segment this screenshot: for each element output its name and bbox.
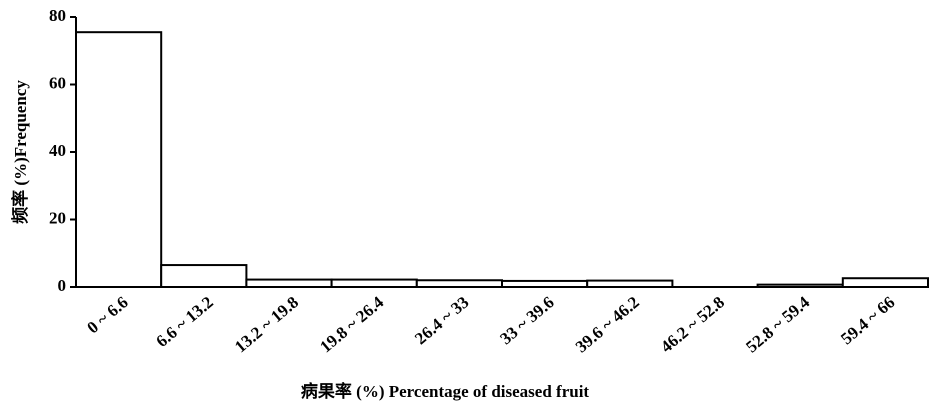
bar <box>245 278 333 289</box>
x-tick-label: 39.6 ~ 46.2 <box>572 293 643 357</box>
x-tick-label: 0 ~ 6.6 <box>83 293 131 338</box>
x-tick-label: 52.8 ~ 59.4 <box>742 292 813 356</box>
bar <box>756 283 844 289</box>
bar <box>160 264 248 288</box>
y-tick-label: 20 <box>49 208 66 227</box>
bar <box>841 277 929 289</box>
y-tick-label: 0 <box>58 276 67 295</box>
x-tick-label: 46.2 ~ 52.8 <box>657 293 728 357</box>
x-tick-label: 13.2 ~ 19.8 <box>231 293 302 357</box>
y-axis-label: 频率 (%)Frequency <box>10 80 30 224</box>
x-tick-label: 19.8 ~ 26.4 <box>316 292 387 356</box>
y-tick-label: 80 <box>49 6 66 25</box>
bar <box>501 279 589 288</box>
x-tick-label: 26.4 ~ 33 <box>411 293 472 349</box>
bar <box>75 31 163 288</box>
bar <box>415 279 503 288</box>
bar <box>330 278 418 289</box>
x-tick-label: 6.6 ~ 13.2 <box>152 293 217 351</box>
y-tick-label: 60 <box>49 73 66 92</box>
bar <box>586 279 674 288</box>
x-tick-label: 59.4 ~ 66 <box>837 293 898 349</box>
y-tick-label: 40 <box>49 141 66 160</box>
x-tick-label: 33 ~ 39.6 <box>496 293 557 349</box>
x-axis-label: 病果率 (%) Percentage of diseased fruit <box>301 381 589 401</box>
